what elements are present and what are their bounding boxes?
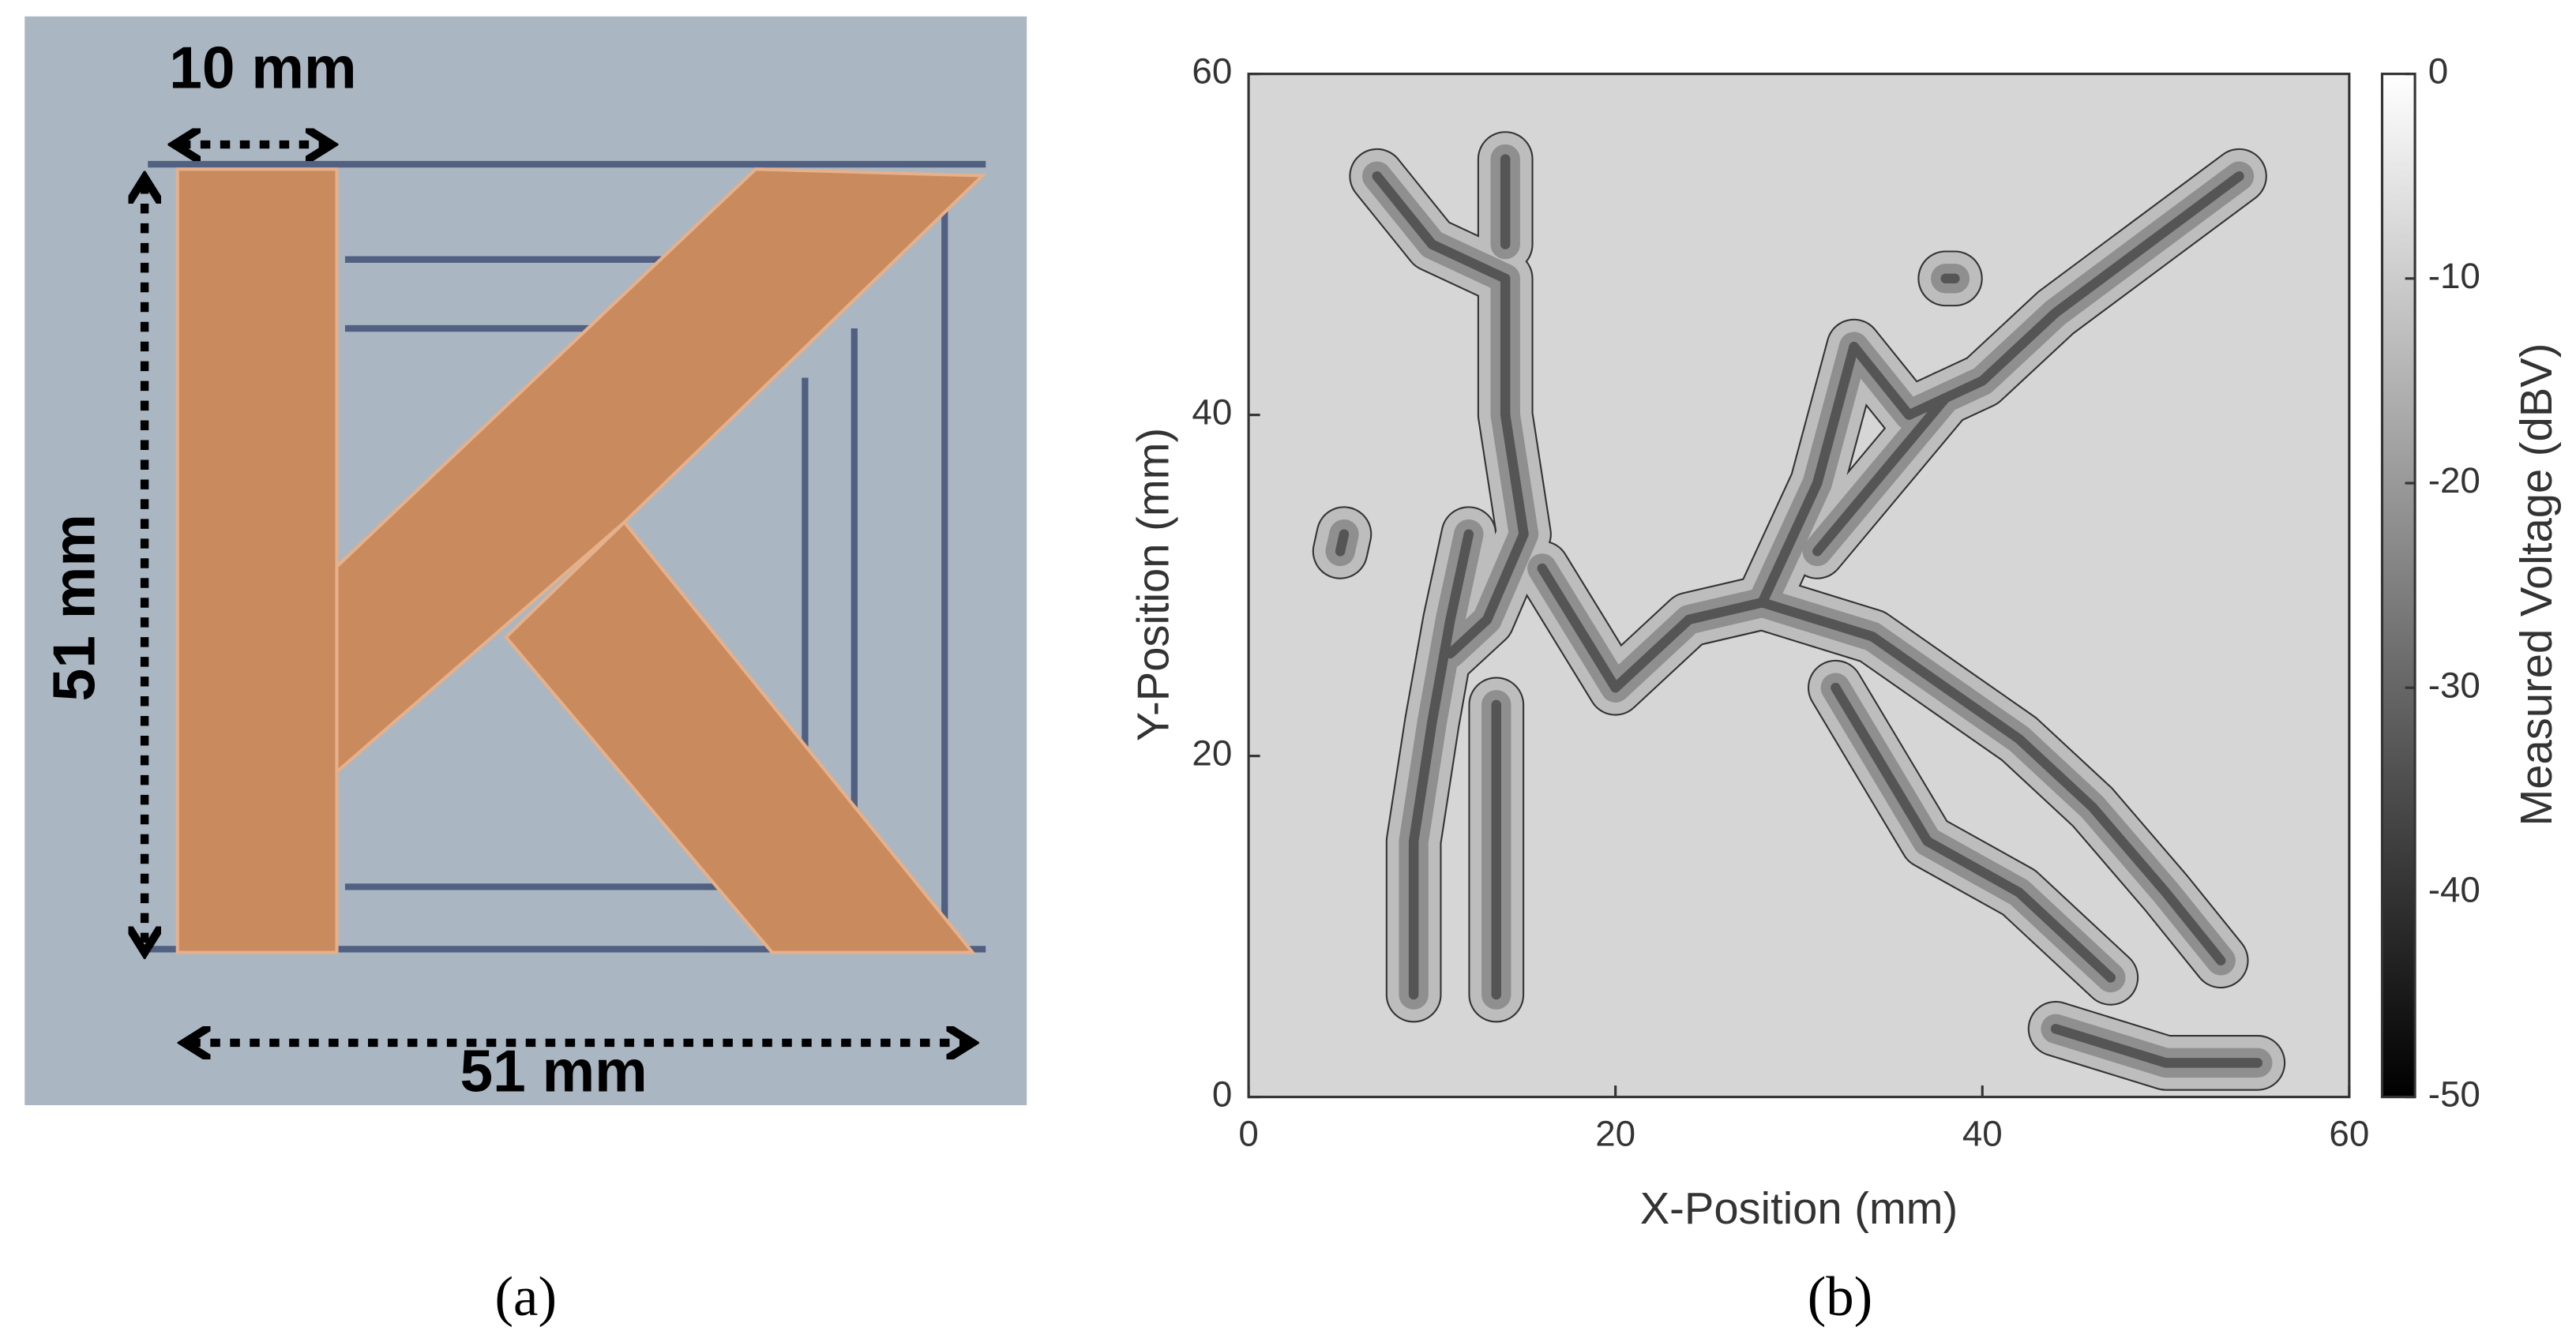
contour-region xyxy=(1757,598,2226,965)
colorbar-tick-label: -40 xyxy=(2428,870,2480,910)
contour-region xyxy=(2050,1024,2263,1068)
annotation: 51 mm xyxy=(460,1037,647,1104)
plot-frame xyxy=(1247,73,2351,1099)
x-tick-label: 40 xyxy=(1962,1114,2003,1154)
colorbar-tick-label: -20 xyxy=(2428,460,2480,500)
contour-region xyxy=(1812,392,1951,557)
colorbar-tick-label: -50 xyxy=(2428,1074,2480,1115)
colorbar-tick-label: 0 xyxy=(2428,51,2448,92)
colorbar-label: Measured Voltage (dBV) xyxy=(2511,343,2561,827)
y-tick-label: 0 xyxy=(1212,1074,1232,1115)
y-tick-label: 40 xyxy=(1192,392,1232,433)
x-tick-label: 20 xyxy=(1595,1114,1635,1154)
x-axis-label: X-Position (mm) xyxy=(1640,1183,1958,1233)
contour-field xyxy=(1312,131,2286,1091)
contour-region xyxy=(1831,682,2116,983)
panel-label: (b) xyxy=(1808,1266,1872,1328)
x-tick-label: 0 xyxy=(1238,1114,1258,1154)
y-tick-label: 20 xyxy=(1192,733,1232,774)
colorbar xyxy=(2380,73,2416,1099)
annotation: 51 mm xyxy=(41,514,107,701)
contour-region xyxy=(1408,529,1474,1000)
contour-region xyxy=(1372,171,1529,659)
x-tick-label: 60 xyxy=(2329,1114,2369,1154)
colorbar-tick-label: -10 xyxy=(2428,256,2480,296)
contour-region xyxy=(1335,529,1350,557)
y-axis-label: Y-Position (mm) xyxy=(1128,428,1177,741)
panel-label: (a) xyxy=(495,1266,558,1328)
contour-region xyxy=(1537,563,1767,693)
y-tick-label: 60 xyxy=(1192,51,1232,92)
colorbar-tick-label: -30 xyxy=(2428,665,2480,705)
annotation: 10 mm xyxy=(169,34,356,100)
photo: 10 mm 51 mm 51 mm xyxy=(24,16,1027,1106)
